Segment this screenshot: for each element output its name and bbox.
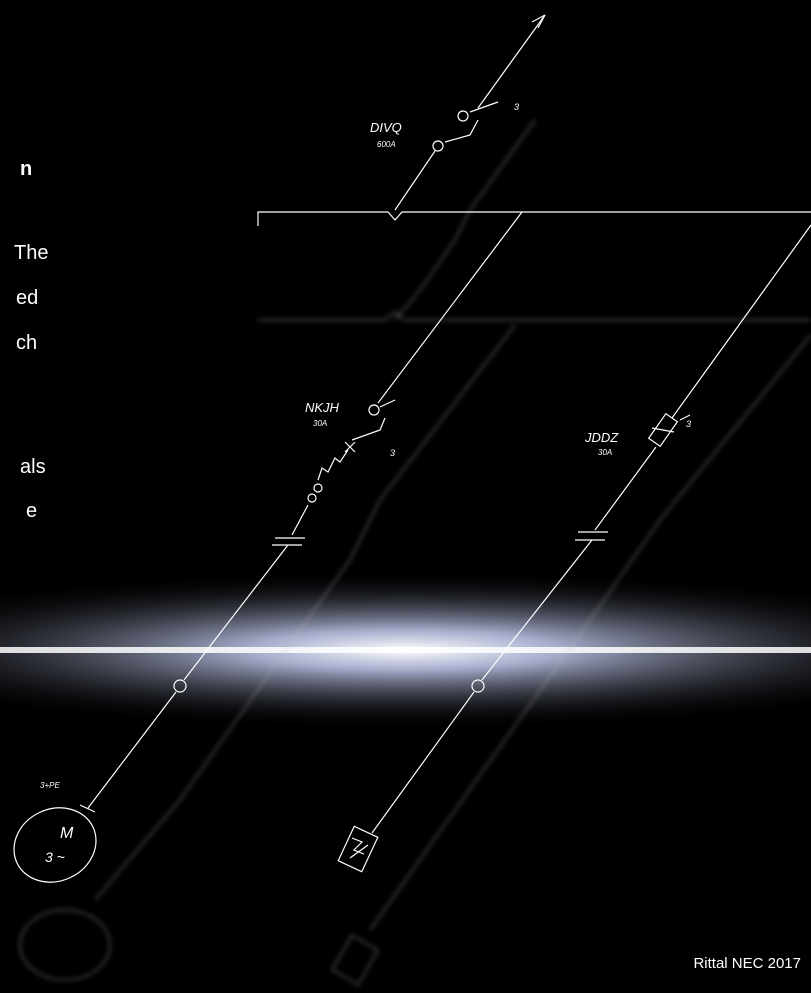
breaker-poles: 3 <box>514 102 519 112</box>
body-text: e <box>26 500 37 523</box>
fuse-poles: 3 <box>686 419 691 429</box>
body-text: als <box>20 456 46 479</box>
schematic: DIVQ 600A 3 NKJH 30A 3 3+PE M 3 ~ JDDZ 3… <box>0 0 811 993</box>
breaker-name: NKJH <box>305 400 340 415</box>
body-text: ed <box>16 287 38 310</box>
body-text: The <box>14 242 48 265</box>
body-text: n <box>20 158 32 181</box>
background-schematic <box>20 120 811 985</box>
breaker-rating: 30A <box>313 419 327 428</box>
conductor-label: 3+PE <box>40 781 60 790</box>
fuse-name: JDDZ <box>584 430 619 445</box>
footer: Rittal NEC 2017 <box>693 955 801 972</box>
breaker-rating: 600A <box>377 140 396 149</box>
breaker-poles: 3 <box>390 448 395 458</box>
fuse-rating: 30A <box>598 448 612 457</box>
light-streak <box>0 647 811 653</box>
main-schematic <box>2 15 811 895</box>
motor-symbol: M <box>60 825 74 842</box>
breaker-name: DIVQ <box>370 120 402 135</box>
body-text: ch <box>16 332 37 355</box>
motor-phase: 3 ~ <box>45 849 65 865</box>
slide: DIVQ 600A 3 NKJH 30A 3 3+PE M 3 ~ JDDZ 3… <box>0 0 811 993</box>
